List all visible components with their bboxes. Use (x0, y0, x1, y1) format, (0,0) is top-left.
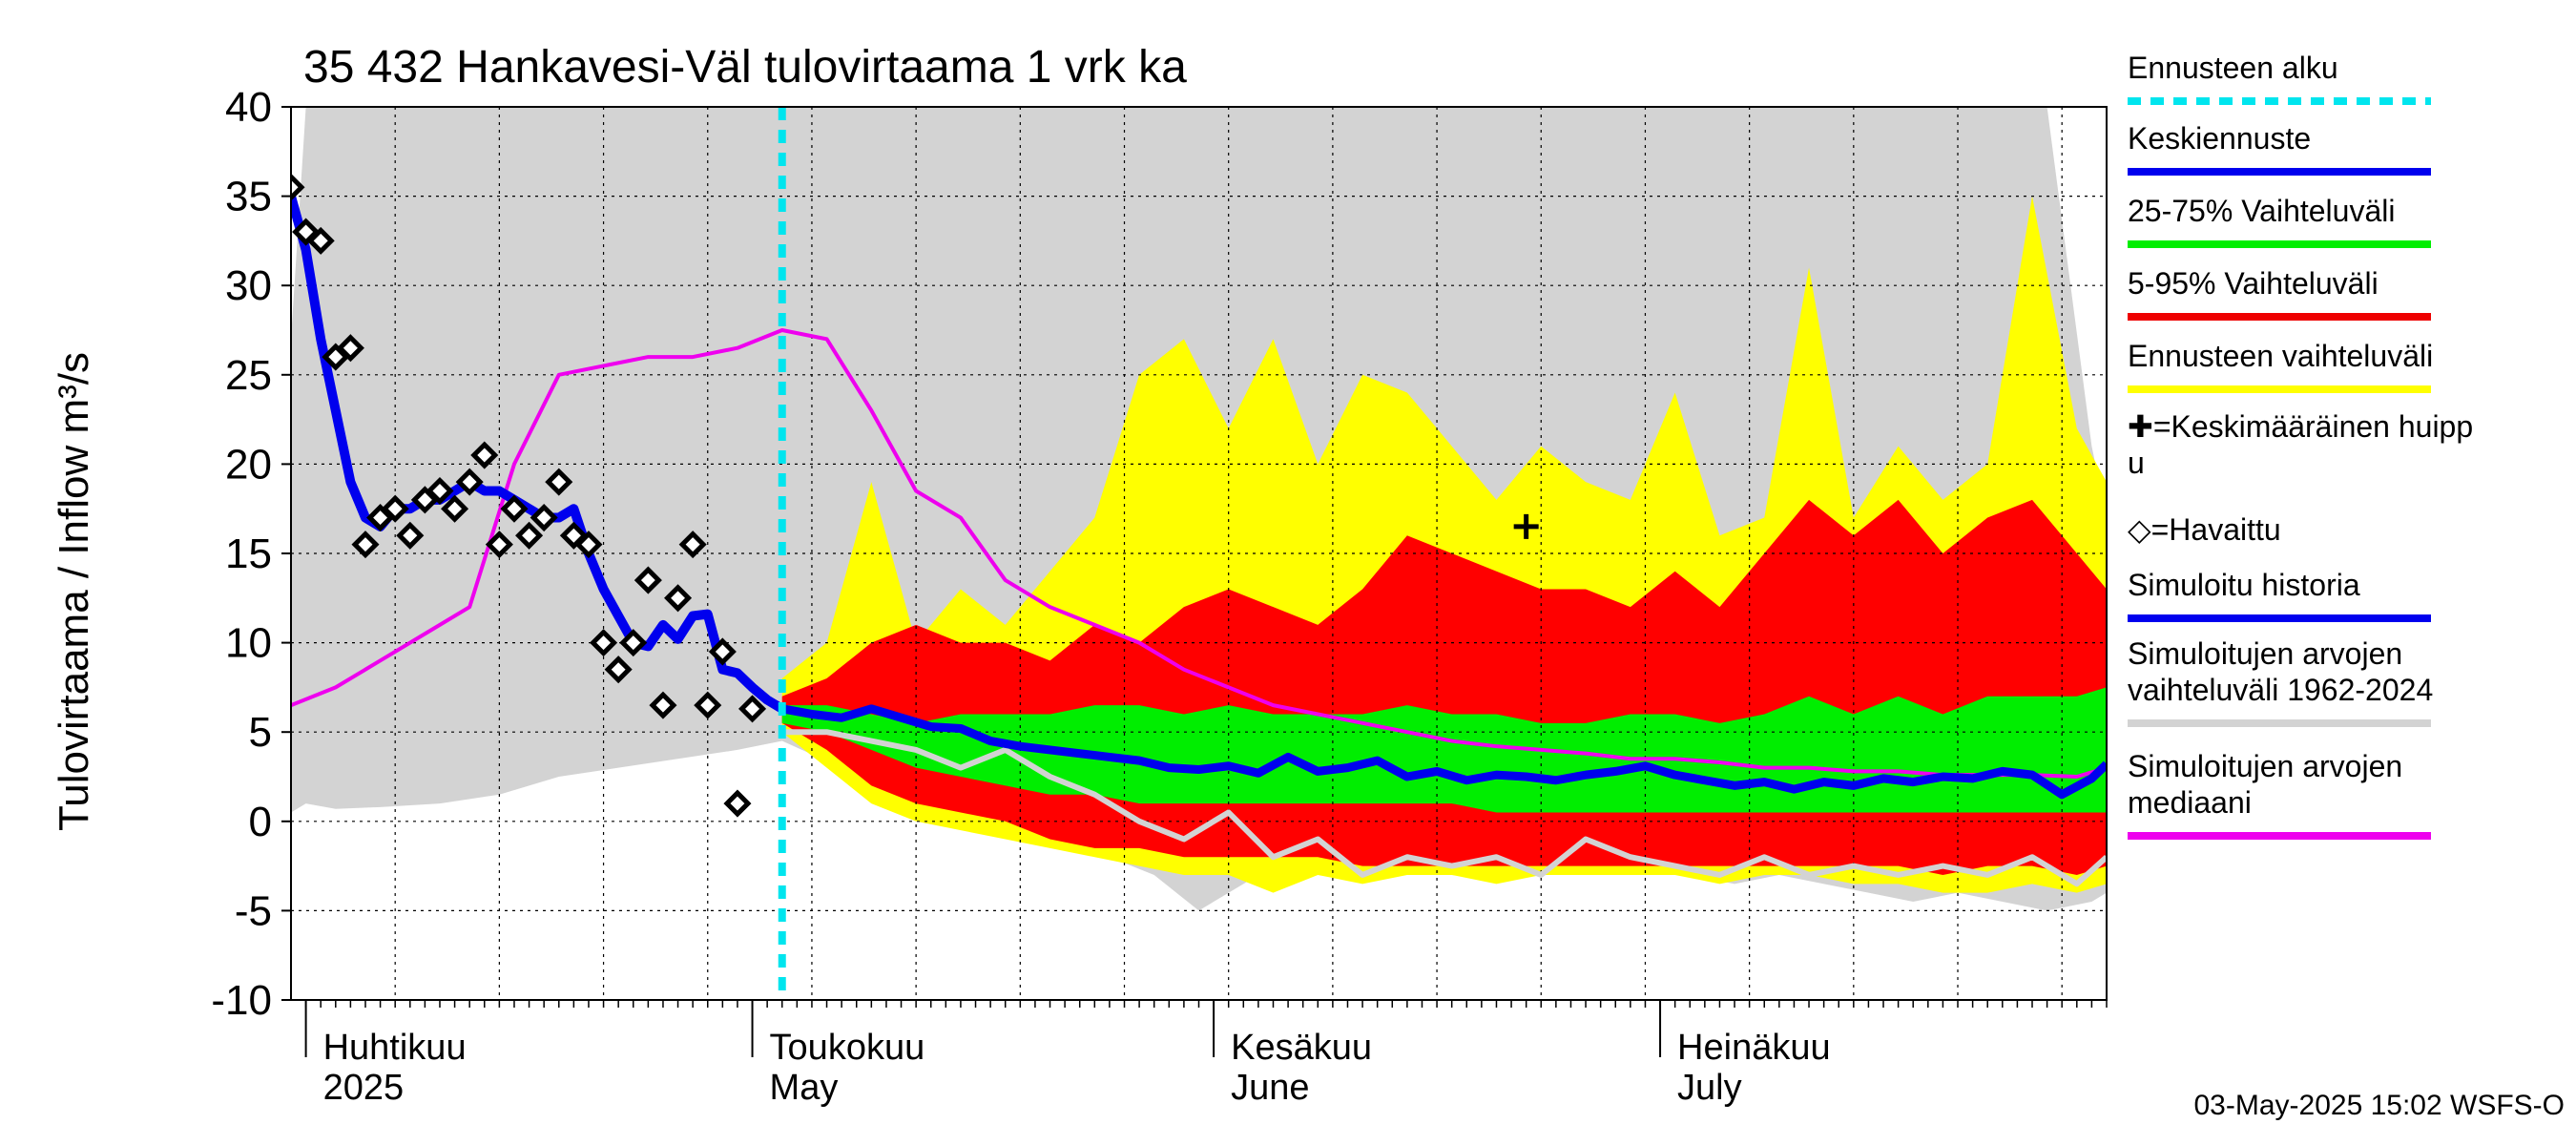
observed-point (455, 468, 484, 496)
observed-point (590, 629, 618, 657)
observed-point (470, 441, 499, 469)
observed-point (500, 494, 529, 523)
y-tick-label: 40 (225, 84, 272, 131)
observed-point (485, 531, 513, 559)
observed-point (708, 637, 737, 666)
legend-label: Ennusteen vaihteluväli (2128, 339, 2433, 373)
y-tick-label: 10 (225, 620, 272, 667)
observed-point (678, 531, 707, 559)
legend-label: ◇=Havaittu (2128, 512, 2281, 547)
observed-point (664, 584, 693, 613)
sim-median-line (291, 328, 2107, 779)
average-peak-marker (1513, 513, 1539, 539)
observed-point (545, 468, 573, 496)
y-tick-label: 20 (225, 441, 272, 488)
grid (291, 107, 2107, 1000)
y-tick-label: 0 (249, 799, 272, 845)
observed-point (634, 566, 662, 594)
axes: 40 35 30 25 20 15 10 5 0 -5 -10 Tulovirtaama / Infl… (51, 84, 2108, 1108)
legend-label: ✚=Keskimääräinen huipp (2128, 409, 2473, 444)
observed-point (619, 629, 648, 657)
legend-label: 5-95% Vaihteluväli (2128, 266, 2379, 301)
timestamp-footer: 03-May-2025 15:02 WSFS-O (2194, 1090, 2566, 1121)
observed-point (306, 226, 335, 255)
observed-point (381, 494, 409, 523)
observed-point (738, 695, 767, 723)
observed-point (515, 521, 544, 550)
legend-label: Simuloitu historia (2128, 568, 2360, 602)
y-tick-label: 30 (225, 262, 272, 309)
legend-label: Simuloitujen arvojen (2128, 636, 2402, 671)
x-month-label: Kesäkuu (1231, 1028, 1372, 1068)
x-month-label: Heinäkuu (1677, 1028, 1831, 1068)
observed-point (441, 494, 469, 523)
x-month-label: Huhtikuu (323, 1028, 467, 1068)
y-tick-label: 5 (249, 709, 272, 756)
observed-point (530, 504, 558, 532)
plot-area (291, 107, 2107, 1000)
observed-point (649, 691, 677, 719)
observed-point (723, 789, 752, 818)
observed-point (574, 531, 603, 559)
legend-label: u (2128, 446, 2145, 480)
observed-point (694, 691, 722, 719)
y-tick-label: 35 (225, 174, 272, 220)
observed-point (336, 334, 364, 363)
legend-label: 25-75% Vaihteluväli (2128, 194, 2395, 228)
legend-label: Ennusteen alku (2128, 51, 2338, 85)
observed-point (426, 476, 454, 506)
y-tick-label: 25 (225, 352, 272, 399)
observed-point (396, 521, 425, 550)
x-month-sublabel: May (770, 1068, 839, 1108)
legend-label: Simuloitujen arvojen (2128, 749, 2402, 783)
x-month-sublabel: June (1231, 1068, 1309, 1108)
observed-point (291, 173, 305, 201)
plot-clip-group (291, 107, 2107, 1000)
legend-label: mediaani (2128, 785, 2252, 820)
observed-point (604, 656, 633, 684)
legend-label: vaihteluväli 1962-2024 (2128, 673, 2433, 707)
x-month-label: Toukokuu (770, 1028, 925, 1068)
simulated-low-line (781, 729, 2107, 887)
x-month-sublabel: 2025 (323, 1068, 405, 1108)
y-tick-label: -10 (211, 977, 272, 1024)
legend: Ennusteen alku Keskiennuste 25-75% Vaihtel… (2128, 51, 2473, 840)
y-axis-label: Tulovirtaama / Inflow m³/s (51, 352, 97, 831)
median-forecast-line (780, 704, 2107, 800)
y-tick-label: -5 (235, 887, 272, 934)
observed-point (351, 531, 380, 559)
y-tick-label: 15 (225, 531, 272, 577)
chart-title: 35 432 Hankavesi-Väl tulovirtaama 1 vrk … (303, 42, 1187, 93)
legend-label: Keskiennuste (2128, 121, 2311, 156)
x-month-sublabel: July (1677, 1068, 1742, 1108)
